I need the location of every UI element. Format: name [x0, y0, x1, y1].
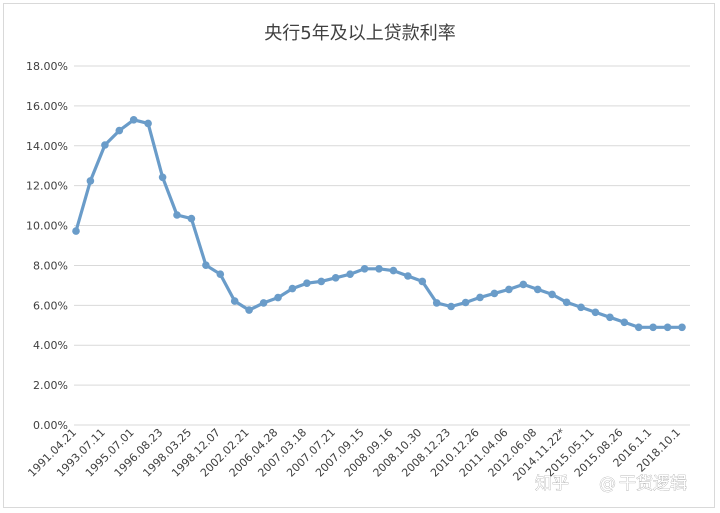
data-point: [476, 293, 484, 302]
y-tick-label: 10.00%: [26, 220, 68, 233]
series-line: [74, 118, 684, 329]
data-point: [634, 323, 643, 332]
y-tick-label: 6.00%: [33, 299, 68, 312]
data-point: [331, 274, 340, 282]
y-tick-label: 8.00%: [33, 259, 68, 272]
x-axis-ticks: 1991.04.211993.07.111995.07.011996.08.23…: [25, 426, 683, 484]
y-tick-label: 14.00%: [26, 140, 68, 153]
data-point: [562, 298, 571, 307]
data-point: [548, 290, 556, 299]
data-point: [533, 285, 542, 294]
data-point: [418, 277, 427, 286]
y-tick-label: 2.00%: [33, 379, 68, 392]
gridlines: [74, 65, 690, 426]
data-point: [663, 323, 672, 332]
data-point: [591, 308, 600, 317]
watermark: 知乎 @ 干货逻辑: [535, 474, 688, 495]
y-tick-label: 16.00%: [26, 100, 68, 113]
data-point: [317, 277, 326, 286]
data-point: [606, 313, 614, 322]
data-point: [432, 299, 441, 307]
data-point: [649, 323, 657, 332]
data-point: [375, 265, 383, 273]
data-point: [173, 211, 181, 219]
chart-frame: [3, 3, 715, 508]
data-point: [346, 270, 354, 279]
data-point: [360, 265, 369, 273]
y-tick-label: 12.00%: [26, 180, 68, 193]
data-point: [129, 116, 138, 124]
data-point: [447, 302, 455, 311]
data-point: [404, 272, 412, 280]
data-point: [144, 119, 152, 128]
data-point: [519, 280, 528, 289]
data-point: [259, 299, 268, 307]
chart-title: 央行5年及以上贷款利率: [264, 23, 455, 44]
watermark-at: @: [599, 474, 616, 494]
y-tick-label: 4.00%: [33, 339, 68, 352]
data-point: [202, 261, 210, 270]
data-point: [577, 303, 585, 312]
data-point: [505, 285, 513, 294]
data-point: [216, 270, 225, 279]
y-axis-ticks: 0.00% 2.00% 4.00% 6.00% 8.00% 10.00% 12.00% 14.…: [26, 60, 68, 432]
series-layer: [72, 116, 686, 332]
watermark-zhihu: 知乎: [535, 474, 569, 494]
data-point: [72, 227, 80, 235]
data-point: [303, 279, 311, 288]
data-point: [158, 173, 167, 182]
data-point: [288, 284, 297, 293]
y-tick-label: 18.00%: [26, 60, 68, 73]
data-point: [115, 126, 124, 135]
data-point: [101, 141, 109, 149]
data-point: [461, 298, 470, 307]
y-tick-label: 0.00%: [33, 419, 68, 432]
data-point: [86, 177, 95, 185]
watermark-handle: 干货逻辑: [619, 474, 687, 494]
data-point: [187, 214, 196, 223]
data-point: [274, 293, 282, 302]
data-point: [245, 306, 253, 314]
data-point: [389, 266, 398, 275]
data-point: [620, 318, 629, 327]
data-point: [230, 297, 239, 305]
data-point: [678, 323, 686, 332]
data-point: [490, 289, 499, 298]
